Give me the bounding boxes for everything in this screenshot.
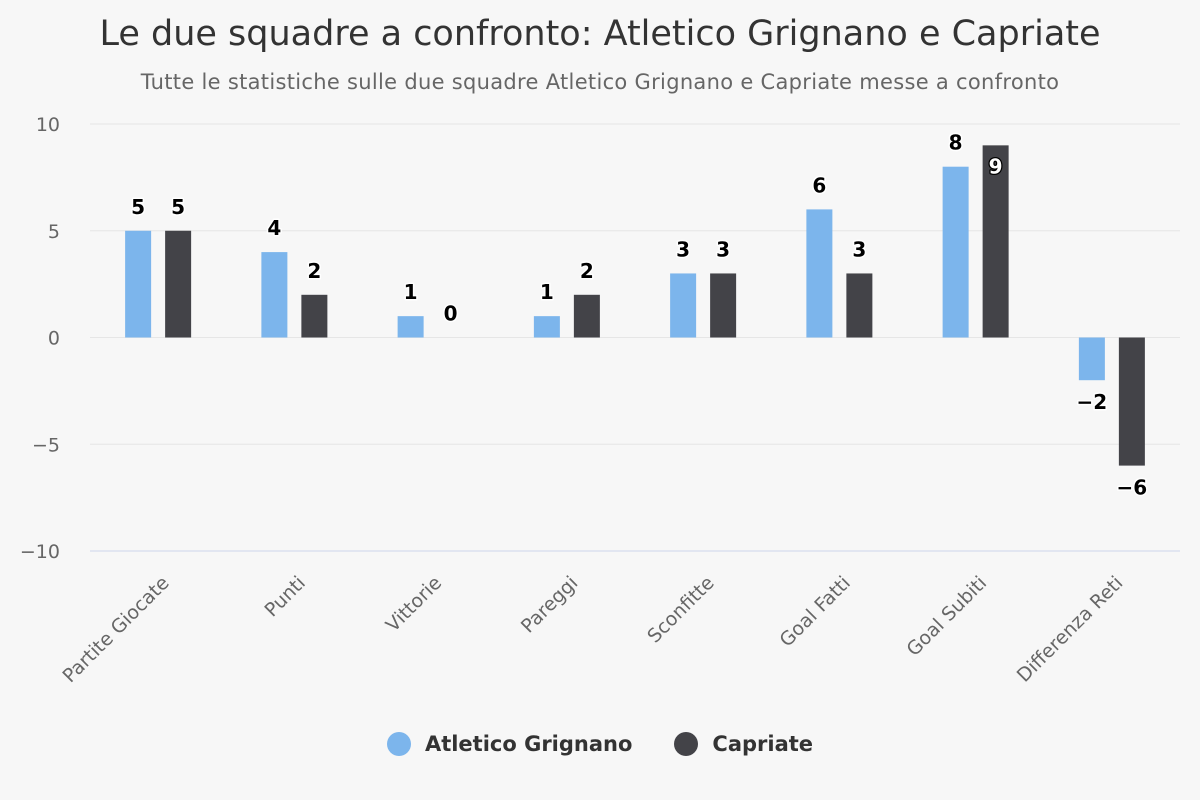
- x-tick-label-sconfitte: Sconfitte: [643, 572, 718, 647]
- data-label-atletico-grignano-partite-giocate: 5: [131, 195, 145, 219]
- bar-capriate-differenza-reti: [1118, 337, 1145, 466]
- bar-capriate-sconfitte: [710, 273, 737, 338]
- x-tick-label-punti: Punti: [260, 572, 309, 621]
- data-label-atletico-grignano-vittorie: 1: [404, 280, 418, 304]
- data-label-atletico-grignano-goal-fatti: 6: [812, 173, 826, 197]
- y-tick-label: 5: [48, 221, 60, 243]
- data-label-capriate-vittorie: 0: [444, 302, 458, 326]
- y-tick-label: 10: [36, 114, 60, 136]
- data-label-atletico-grignano-sconfitte: 3: [676, 237, 690, 261]
- y-tick-label: −5: [32, 434, 60, 456]
- x-tick-label-pareggi: Pareggi: [517, 572, 583, 638]
- bar-atletico-grignano-punti: [261, 252, 288, 338]
- bar-atletico-grignano-differenza-reti: [1078, 337, 1105, 381]
- data-label-capriate-goal-fatti: 3: [852, 237, 866, 261]
- y-tick-label: −10: [20, 541, 60, 563]
- data-label-capriate-pareggi: 2: [580, 259, 594, 283]
- legend: Atletico Grignano Capriate: [0, 732, 1200, 756]
- data-label-capriate-goal-subiti: 9: [989, 154, 1003, 178]
- chart-title: Le due squadre a confronto: Atletico Gri…: [99, 14, 1101, 54]
- legend-label-atletico-grignano: Atletico Grignano: [424, 732, 633, 756]
- bar-atletico-grignano-sconfitte: [670, 273, 697, 338]
- data-label-atletico-grignano-punti: 4: [267, 216, 281, 240]
- x-tick-label-goal-fatti: Goal Fatti: [775, 572, 854, 651]
- bar-atletico-grignano-pareggi: [533, 316, 560, 338]
- data-label-atletico-grignano-differenza-reti: −2: [1077, 390, 1108, 414]
- y-tick-label: 0: [48, 328, 60, 350]
- data-label-capriate-differenza-reti: −6: [1117, 476, 1148, 500]
- data-label-atletico-grignano-goal-subiti: 8: [949, 131, 963, 155]
- legend-item-capriate[interactable]: Capriate: [674, 732, 813, 756]
- bar-capriate-punti: [301, 294, 328, 338]
- bar-atletico-grignano-partite-giocate: [125, 230, 152, 338]
- legend-swatch-capriate: [674, 732, 699, 756]
- x-tick-label-vittorie: Vittorie: [382, 572, 446, 636]
- bar-capriate-partite-giocate: [165, 230, 192, 338]
- data-label-atletico-grignano-pareggi: 1: [540, 280, 554, 304]
- x-tick-label-differenza-reti: Differenza Reti: [1013, 572, 1128, 687]
- bar-atletico-grignano-goal-fatti: [806, 209, 833, 338]
- x-tick-label-partite-giocate: Partite Giocate: [59, 572, 174, 687]
- data-label-capriate-sconfitte: 3: [716, 237, 730, 261]
- bar-atletico-grignano-vittorie: [397, 316, 424, 338]
- legend-swatch-atletico-grignano: [386, 732, 411, 756]
- bar-capriate-goal-fatti: [846, 273, 873, 338]
- data-label-capriate-partite-giocate: 5: [171, 195, 185, 219]
- chart-subtitle: Tutte le statistiche sulle due squadre A…: [140, 70, 1060, 94]
- x-tick-label-goal-subiti: Goal Subiti: [902, 572, 991, 661]
- legend-item-atletico-grignano[interactable]: Atletico Grignano: [386, 732, 633, 756]
- legend-label-capriate: Capriate: [712, 732, 814, 756]
- bar-capriate-pareggi: [573, 294, 600, 338]
- bar-atletico-grignano-goal-subiti: [942, 166, 969, 338]
- data-label-capriate-punti: 2: [307, 259, 321, 283]
- bar-capriate-goal-subiti: [982, 145, 1009, 338]
